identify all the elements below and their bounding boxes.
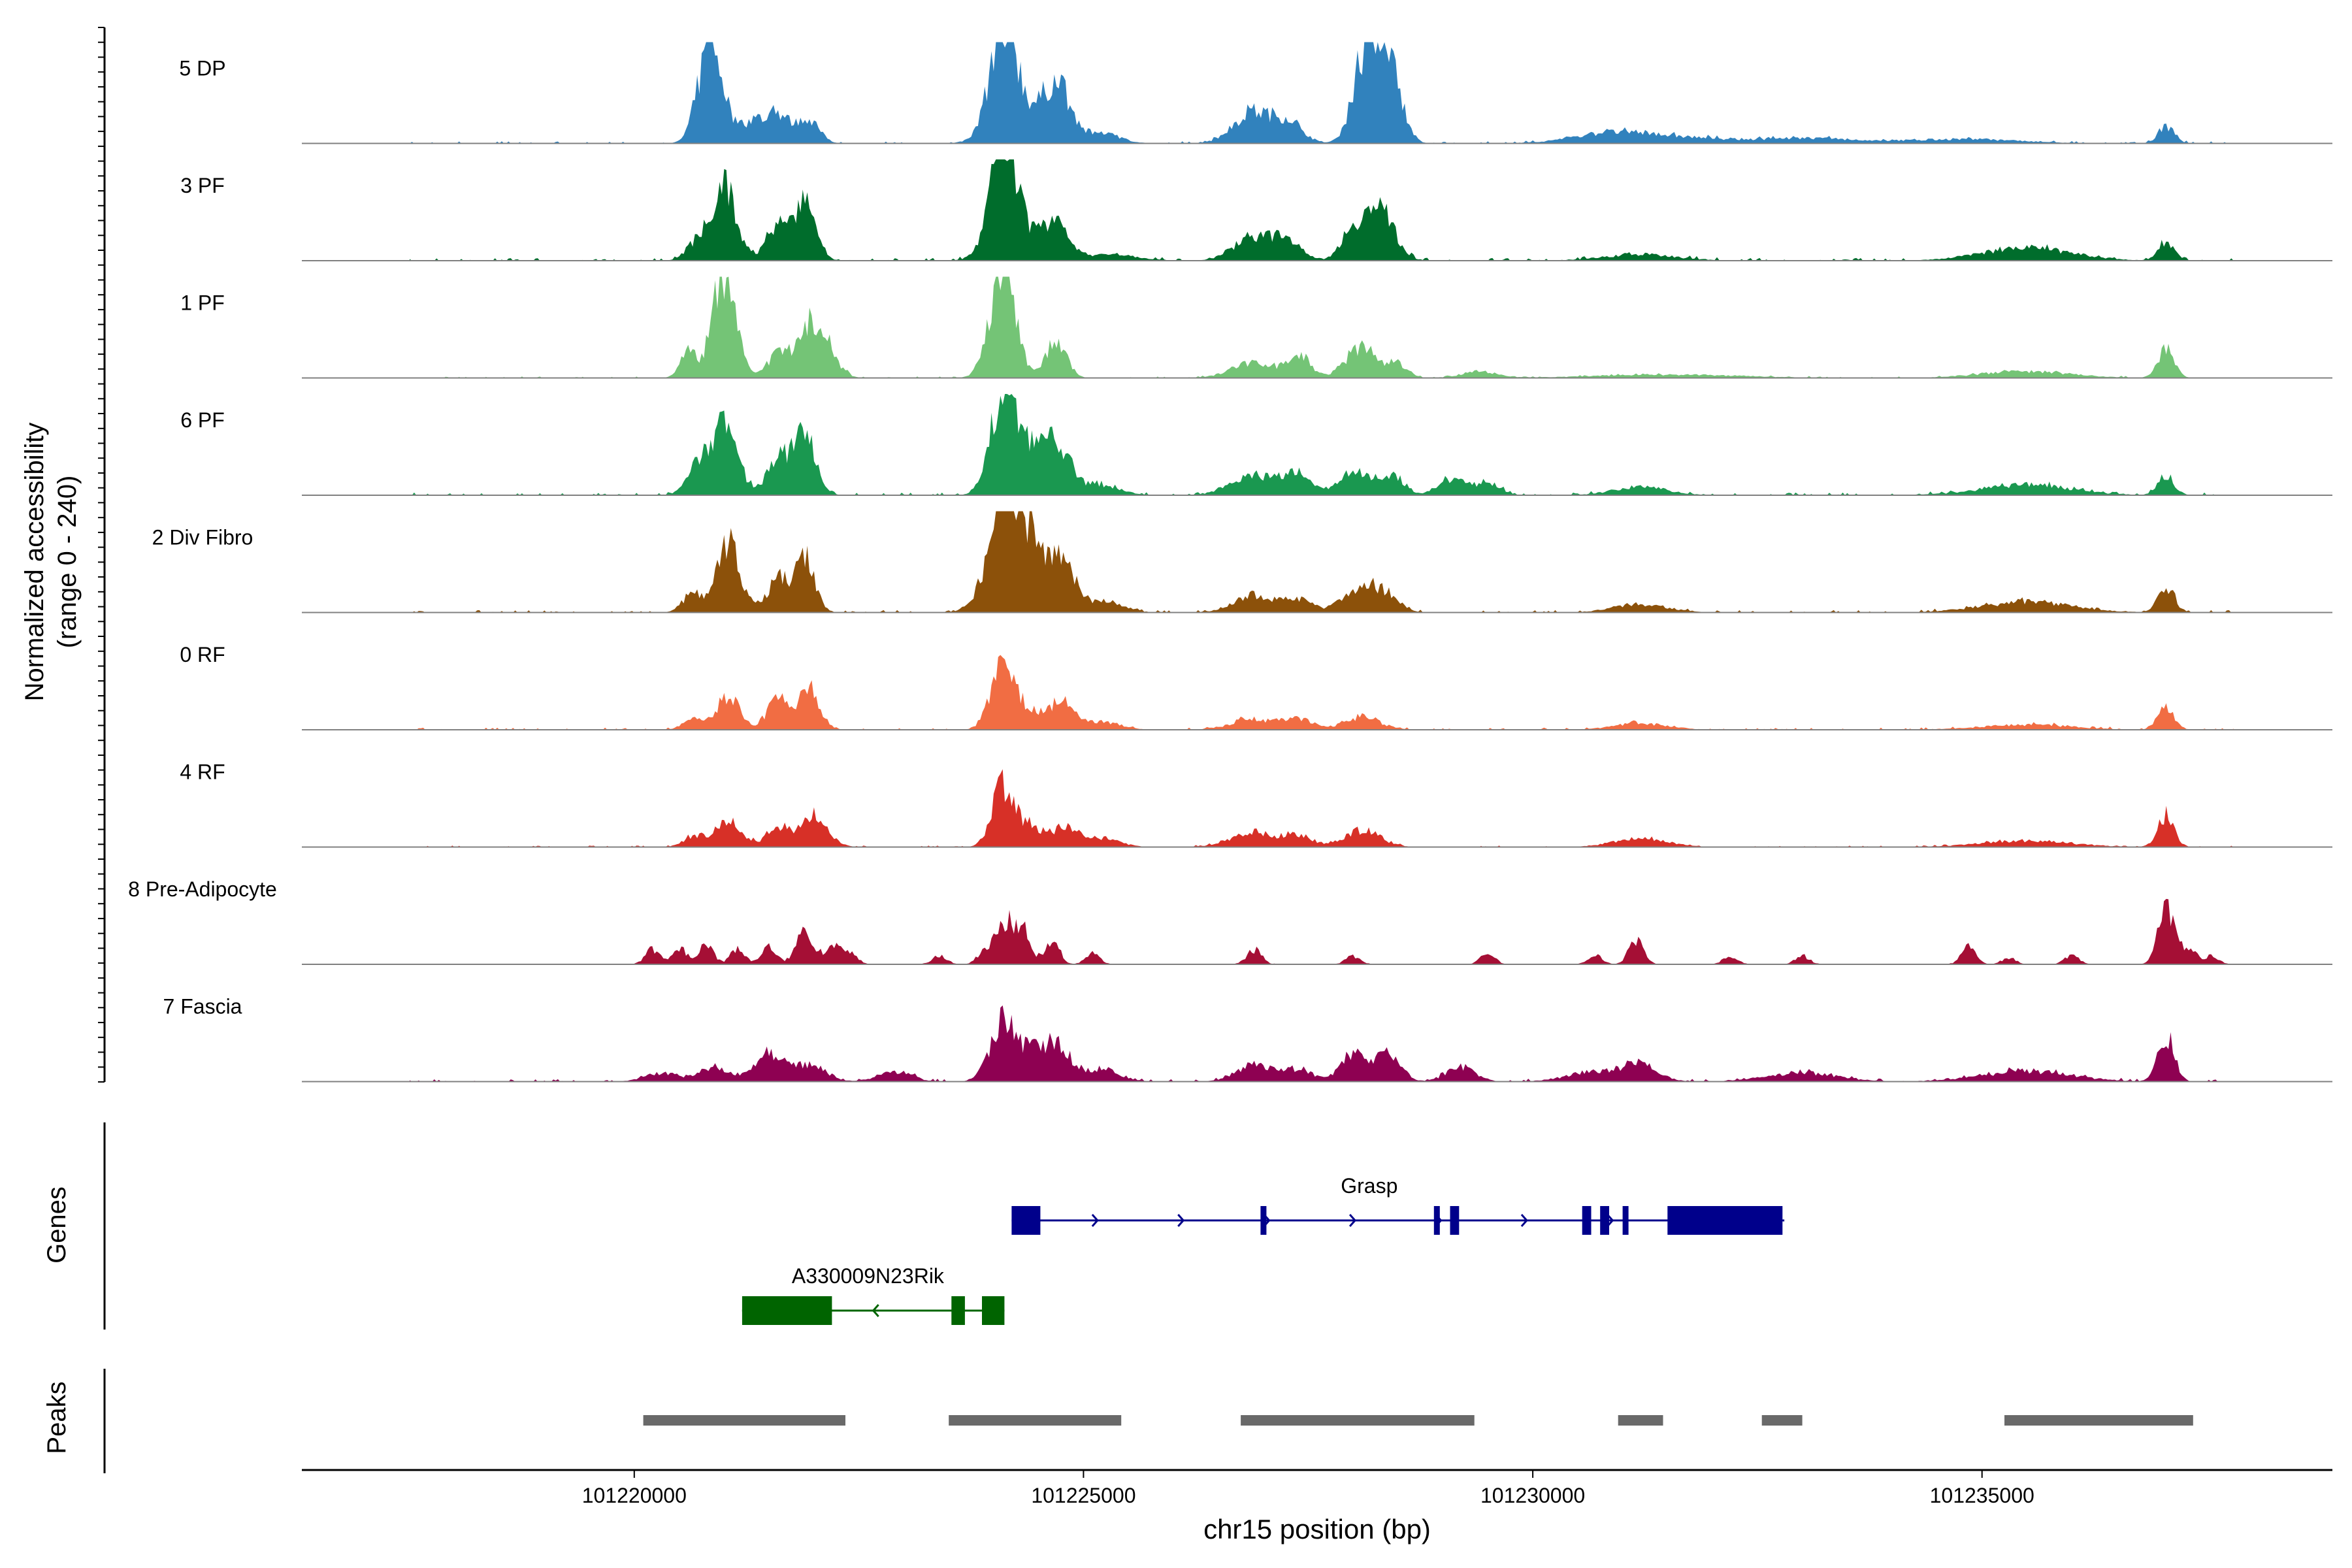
y-axis: Normalized accessibility (range 0 - 240) [20, 27, 106, 1083]
track-3-pf: 3 PF [180, 159, 2332, 261]
gene-grasp: Grasp [1011, 1174, 1785, 1235]
x-tick-label: 101220000 [582, 1484, 687, 1507]
peak-region [2004, 1415, 2193, 1426]
peak-region [949, 1415, 1122, 1426]
x-axis: chr15 position (bp) 101220000 101225000 10… [302, 1469, 2332, 1544]
coverage-area [410, 276, 2234, 378]
peak-region [1761, 1415, 1803, 1426]
track-label: 3 PF [180, 174, 225, 197]
track-label: 4 RF [180, 760, 225, 784]
gene-exon [1582, 1206, 1592, 1235]
coverage-area [410, 511, 2234, 613]
track-4-rf: 4 RF [180, 760, 2332, 848]
x-tick-label: 101230000 [1480, 1484, 1585, 1507]
gene-exon [1260, 1206, 1267, 1235]
gene-exon [1600, 1206, 1609, 1235]
gene-name-label: A330009N23Rik [792, 1264, 945, 1288]
track-label: 1 PF [180, 291, 225, 315]
peak-region [1618, 1415, 1663, 1426]
gene-exon [982, 1296, 1005, 1325]
peak-region [1241, 1415, 1475, 1426]
peak-track: Peaks [42, 1369, 2193, 1473]
strand-arrow [1348, 1214, 1357, 1227]
track-2-div-fibro: 2 Div Fibro [152, 511, 2332, 613]
genes-track-label: Genes [42, 1186, 71, 1264]
strand-arrow [1091, 1214, 1099, 1227]
gene-exon [1667, 1206, 1783, 1235]
track-label: 2 Div Fibro [152, 526, 253, 549]
track-label: 0 RF [180, 643, 225, 666]
coverage-area [410, 1005, 2234, 1082]
strand-arrow [1520, 1214, 1528, 1227]
coverage-area [410, 159, 2234, 261]
gene-exon [1011, 1206, 1041, 1235]
gene-exon [742, 1296, 832, 1325]
track-label: 7 Fascia [163, 995, 242, 1019]
coverage-area [410, 769, 2234, 847]
ylabel-line-1: Normalized accessibility [20, 423, 49, 702]
track-label: 6 PF [180, 408, 225, 432]
x-axis-title: chr15 position (bp) [1203, 1514, 1431, 1544]
coverage-area [410, 898, 2234, 964]
track-5-dp: 5 DP [179, 42, 2332, 144]
track-0-rf: 0 RF [180, 643, 2332, 730]
peaks-track-label: Peaks [42, 1381, 71, 1454]
track-label: 8 Pre-Adipocyte [128, 877, 277, 901]
strand-arrow [872, 1304, 879, 1317]
gene-exon [1450, 1206, 1460, 1235]
x-tick-label: 101235000 [1930, 1484, 2034, 1507]
track-7-fascia: 7 Fascia [163, 995, 2332, 1083]
ylabel-line-2: (range 0 - 240) [53, 476, 82, 649]
x-tick-label: 101225000 [1031, 1484, 1135, 1507]
coverage-tracks: 5 DP 3 PF 1 PF 6 PF 2 Div Fibro 0 RF 4 RF 8 Pre… [128, 42, 2332, 1083]
track-label: 5 DP [179, 57, 225, 80]
track-8-pre-adipocyte: 8 Pre-Adipocyte [128, 877, 2332, 965]
gene-track: Genes Grasp A330009N23Rik [42, 1122, 1785, 1330]
gene-exon [1622, 1206, 1629, 1235]
gene-exon [1433, 1206, 1440, 1235]
strand-arrow [1177, 1214, 1185, 1227]
coverage-area [410, 42, 2234, 144]
gene-exon [951, 1296, 965, 1325]
gene-name-label: Grasp [1341, 1174, 1397, 1198]
coverage-area [410, 394, 2234, 495]
peak-region [643, 1415, 845, 1426]
track-6-pf: 6 PF [180, 394, 2332, 496]
track-1-pf: 1 PF [180, 276, 2332, 379]
coverage-area [410, 655, 2234, 730]
gene-a330009n23rik: A330009N23Rik [742, 1264, 1005, 1325]
